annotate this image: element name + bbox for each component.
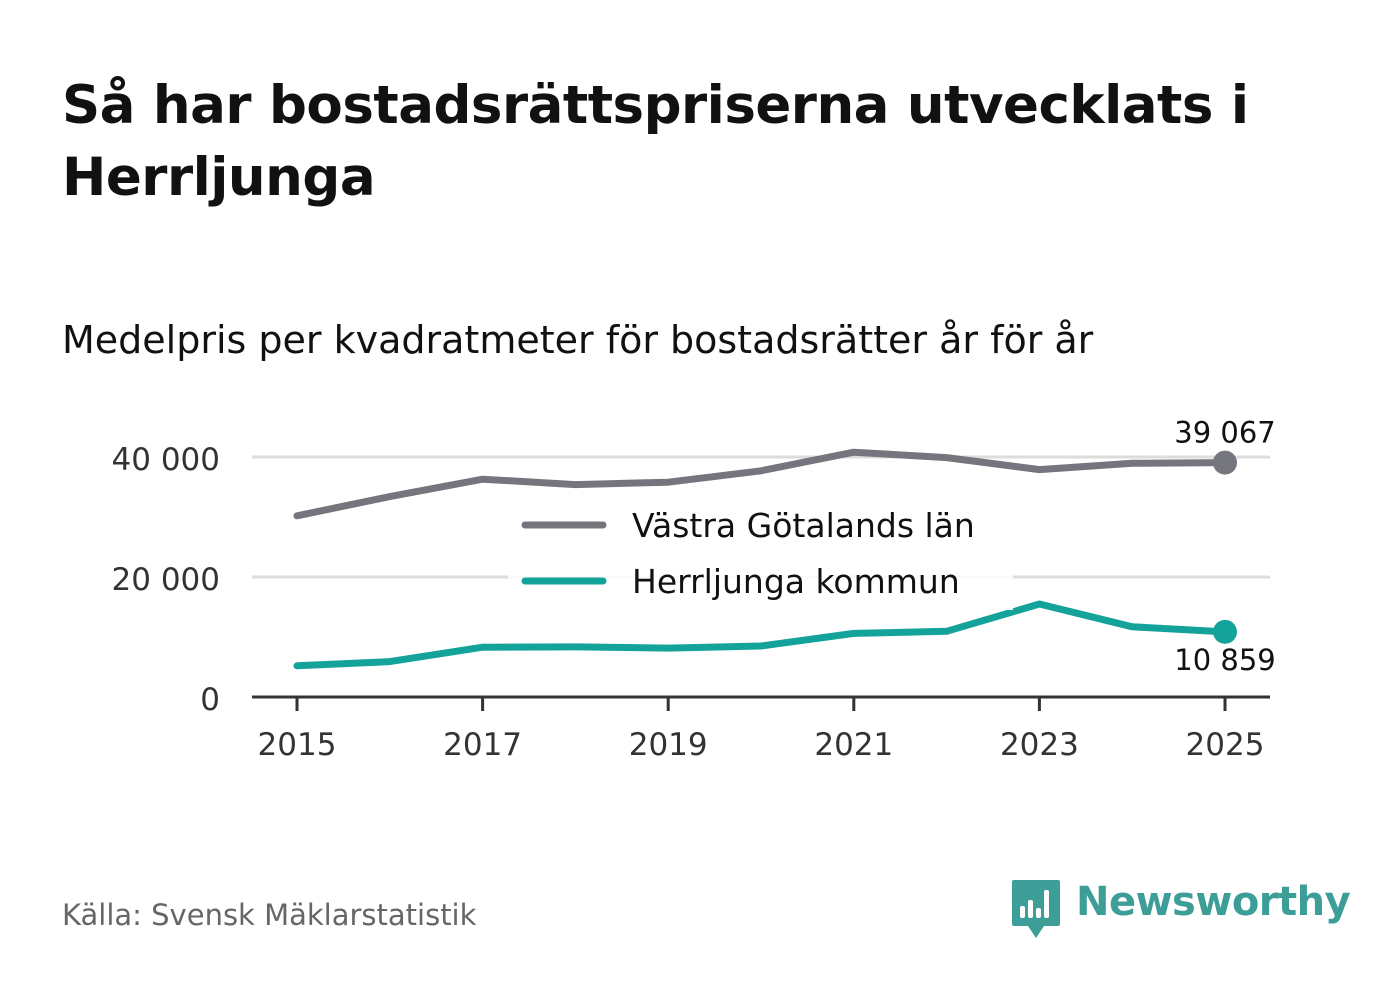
legend-background [508, 498, 1013, 610]
end-value-label-1: 10 859 [1174, 643, 1275, 677]
x-tick-label: 2015 [258, 727, 337, 763]
newsworthy-logo-icon [1012, 880, 1060, 938]
y-axis-ticks: 0 20 000 40 000 [112, 442, 220, 718]
y-tick-label: 20 000 [112, 562, 220, 598]
series-endpoint-1 [1213, 619, 1237, 644]
newsworthy-logo-text: Newsworthy [1076, 879, 1351, 925]
x-tick-label: 2025 [1186, 727, 1265, 763]
chart-subtitle: Medelpris per kvadratmeter för bostadsrä… [62, 318, 1094, 362]
end-value-label-0: 39 067 [1174, 416, 1275, 450]
x-axis-ticks: 2015 2017 2019 2021 2023 2025 [258, 697, 1265, 763]
legend-label-0: Västra Götalands län [632, 506, 975, 545]
series-lines [293, 448, 1237, 670]
series-endpoint-0 [1213, 450, 1237, 475]
chart-title: Så har bostadsrättspriserna utvecklats i… [62, 75, 1249, 208]
x-tick-label: 2021 [814, 727, 893, 763]
legend-label-1: Herrljunga kommun [632, 562, 960, 601]
y-tick-label: 40 000 [112, 442, 220, 478]
source-note: Källa: Svensk Mäklarstatistik [62, 898, 477, 932]
y-tick-label: 0 [200, 682, 220, 718]
series-line-1 [293, 600, 1229, 670]
x-tick-label: 2023 [1000, 727, 1079, 763]
series-line-0 [293, 448, 1229, 520]
newsworthy-logo: Newsworthy [1010, 878, 1351, 942]
legend: Västra Götalands län Herrljunga kommun [508, 498, 1013, 610]
x-tick-label: 2019 [629, 727, 708, 763]
end-labels: 39 067 10 859 [1174, 416, 1275, 677]
x-tick-label: 2017 [443, 727, 522, 763]
